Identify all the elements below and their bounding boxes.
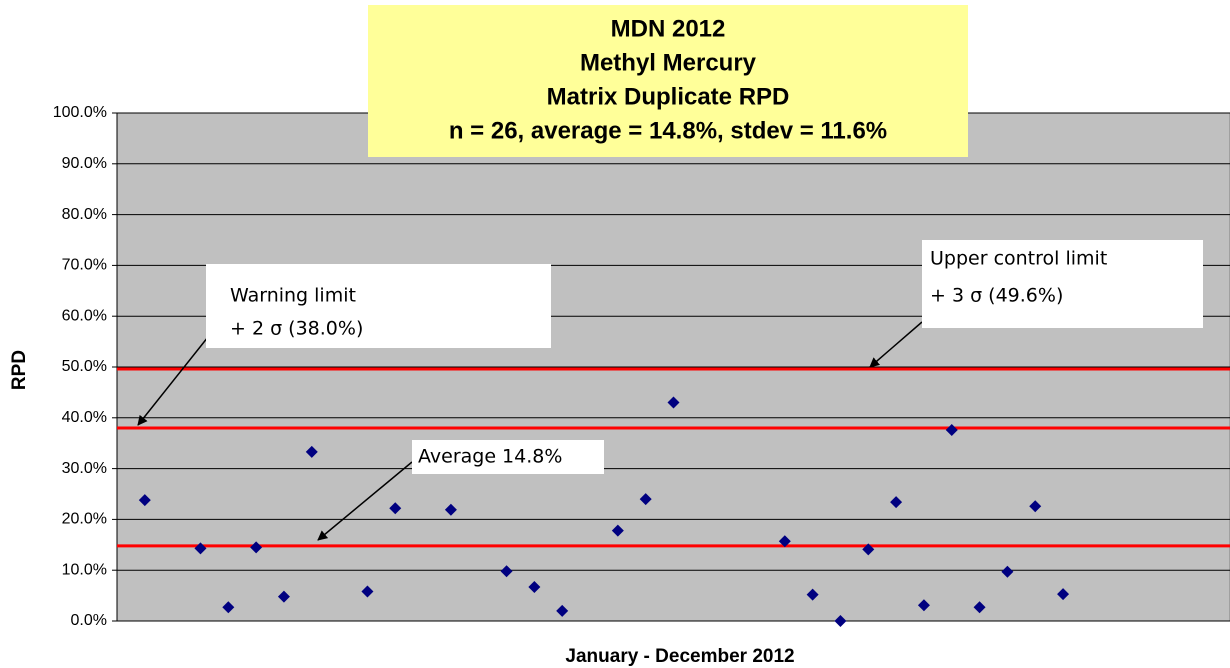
y-tick-label: 20.0% — [62, 511, 107, 528]
y-axis-label: RPD — [9, 350, 30, 390]
data-point — [277, 590, 290, 603]
data-point — [389, 502, 402, 515]
data-point — [194, 542, 207, 555]
data-point — [639, 493, 652, 506]
y-tick-label: 30.0% — [62, 460, 107, 477]
data-point — [862, 543, 875, 556]
chart-title: MDN 2012 — [611, 15, 726, 42]
data-point — [611, 524, 624, 537]
data-point — [945, 423, 958, 436]
plot-area — [112, 112, 1230, 622]
data-point — [1001, 565, 1014, 578]
y-tick-label: 50.0% — [62, 358, 107, 375]
chart-title: Matrix Duplicate RPD — [547, 83, 790, 110]
annotation-text: Upper control limit — [930, 248, 1107, 270]
data-point — [138, 494, 151, 507]
annotation-arrow — [869, 321, 923, 368]
data-point — [890, 496, 903, 509]
data-point — [834, 615, 847, 627]
data-point — [222, 601, 235, 614]
x-axis-label: January - December 2012 — [565, 646, 794, 667]
annotation-box — [412, 440, 604, 474]
annotation-box — [922, 240, 1203, 328]
data-point — [917, 599, 930, 612]
data-point — [778, 535, 791, 548]
data-point — [361, 585, 374, 598]
y-tick-label: 60.0% — [62, 307, 107, 324]
data-point — [250, 541, 263, 554]
annotation-text: + 2 σ (38.0%) — [230, 318, 363, 340]
annotation-text: Average 14.8% — [418, 446, 562, 468]
y-tick-label: 40.0% — [62, 409, 107, 426]
data-point — [500, 565, 513, 578]
title-box — [368, 5, 968, 157]
y-tick-label: 80.0% — [62, 206, 107, 223]
y-tick-label: 100.0% — [53, 104, 107, 121]
y-tick-label: 0.0% — [71, 612, 107, 629]
annotation-text: Warning limit — [230, 285, 356, 307]
annotation-arrow — [317, 461, 413, 541]
data-point — [444, 503, 457, 516]
data-point — [528, 580, 541, 593]
data-point — [556, 604, 569, 617]
chart-title: n = 26, average = 14.8%, stdev = 11.6% — [449, 117, 887, 144]
chart-title: Methyl Mercury — [580, 49, 757, 76]
data-point — [1057, 588, 1070, 601]
y-tick-label: 10.0% — [62, 561, 107, 578]
data-point — [305, 445, 318, 458]
annotation-box — [206, 264, 551, 348]
y-tick-label: 70.0% — [62, 257, 107, 274]
annotation-arrow — [137, 336, 209, 426]
data-point — [667, 396, 680, 409]
annotation-text: + 3 σ (49.6%) — [930, 285, 1063, 307]
y-tick-label: 90.0% — [62, 155, 107, 172]
data-point — [1029, 500, 1042, 513]
data-point — [806, 588, 819, 601]
data-point — [973, 601, 986, 614]
